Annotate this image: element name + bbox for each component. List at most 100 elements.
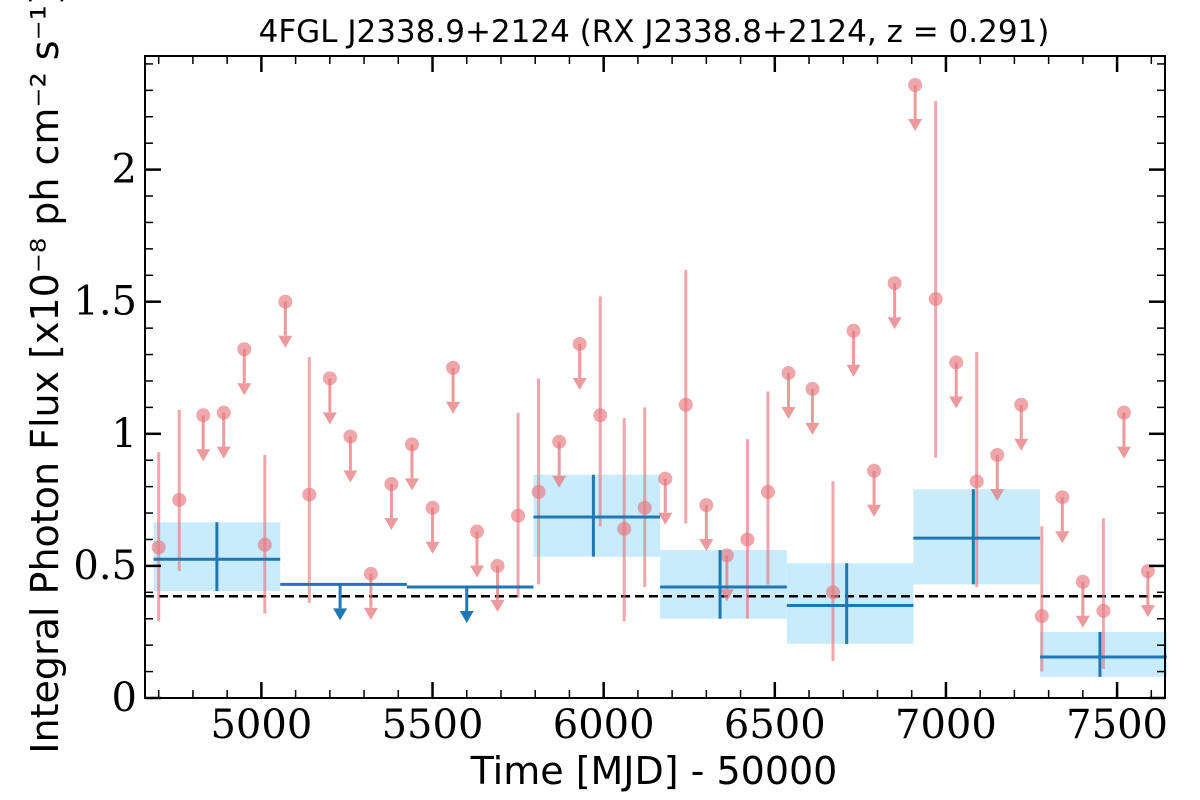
upper-limit-arrow [363,607,378,620]
long-bin-band [660,550,787,619]
upper-limit-arrow [887,317,902,330]
upper-limit-marker [949,355,964,409]
upper-limit-marker [237,342,252,396]
upper-limit-marker [384,477,399,530]
data-point [969,351,984,588]
short-bin-series [151,78,1155,672]
upper-limit-arrow [470,565,485,578]
upper-limit-marker [908,78,923,132]
upper-limit-arrow [1116,446,1131,459]
data-point [257,454,272,614]
point-marker [572,336,587,351]
point-marker [949,355,964,370]
y-tick-label: 1 [112,411,137,457]
upper-limit-arrow [343,470,358,483]
plot-frame [144,55,1166,699]
point-marker [425,500,440,515]
x-axis-label: Time [MJD] - 50000 [470,749,838,793]
point-marker [446,360,461,375]
point-marker [172,492,187,507]
axis-ticks: 5000 5500 6000 6500 7000 7500 0 0.5 1 1.5 2 [73,56,1168,748]
point-marker [617,521,632,536]
plot-axes [144,55,1166,699]
upper-limit-marker [805,381,820,435]
point-marker [990,447,1005,462]
upper-limit-arrow [216,446,231,459]
upper-limit-arrow [846,364,861,377]
long-bin-band [786,563,914,644]
point-marker [1096,603,1111,618]
point-marker [740,532,755,547]
upper-limit-arrow [446,401,461,414]
long-bin-upper-limit [406,585,534,624]
point-marker [1075,574,1090,589]
point-marker [322,371,337,386]
upper-limit-marker [1055,490,1070,544]
x-tick-label: 7500 [1066,702,1168,748]
point-marker [511,508,526,523]
point-marker [1034,609,1049,624]
point-marker [1116,405,1131,420]
upper-limit-marker [990,447,1005,501]
data-point [740,439,755,619]
point-marker [216,405,231,420]
upper-limit-arrow [658,512,673,525]
point-marker [531,484,546,499]
point-marker [490,558,505,573]
point-marker [867,463,882,478]
upper-limit-arrow [278,335,293,348]
point-marker [1055,490,1070,505]
data-point [302,357,317,603]
point-marker [593,408,608,423]
y-axis-label: Integral Photon Flux [x10⁻⁸ ph cm⁻² s⁻¹] [23,0,67,754]
point-marker [719,548,734,563]
point-marker [1014,397,1029,412]
point-marker [969,474,984,489]
data-point [151,452,166,622]
point-marker [552,434,567,449]
upper-limit-arrow [699,539,714,552]
upper-limit-arrow [1075,615,1090,628]
y-tick-label: 2 [112,147,137,193]
upper-limit-arrow [552,475,567,488]
upper-limit-arrow [949,396,964,409]
point-marker [928,292,943,307]
point-marker [470,524,485,539]
long-bin-point [153,522,281,591]
upper-limit-marker [425,500,440,554]
point-marker [237,342,252,357]
point-marker [384,477,399,491]
upper-limit-marker [363,566,378,620]
chart-title: 4FGL J2338.9+2124 (RX J2338.8+2124, z = … [259,14,1050,50]
point-marker [278,294,293,309]
data-point [1034,526,1049,672]
upper-limit-marker [572,336,587,390]
point-marker [343,429,358,444]
upper-limit-arrow [322,412,337,425]
point-marker [257,537,272,552]
long-bin-point [533,474,661,557]
data-point [511,412,526,598]
upper-limit-arrow [237,383,252,396]
upper-limit-marker [343,429,358,483]
data-point [617,417,632,622]
point-marker [805,381,820,396]
data-point [678,270,693,524]
upper-limit-marker [470,524,485,578]
long-bin-ul-arrow [333,608,348,621]
upper-limit-arrow [490,599,505,612]
x-tick-label: 6000 [553,702,655,748]
upper-limit-marker [658,471,673,525]
upper-limit-arrow [1055,531,1070,544]
upper-limit-marker [867,463,882,517]
point-marker [302,487,317,502]
upper-limit-marker [1140,564,1155,618]
point-marker [151,540,166,555]
data-point [531,378,546,585]
upper-limit-arrow [572,377,587,390]
long-bin-bands [153,474,1167,677]
upper-limit-arrow [196,449,211,462]
long-bin-point [786,563,914,644]
point-marker [699,498,714,513]
